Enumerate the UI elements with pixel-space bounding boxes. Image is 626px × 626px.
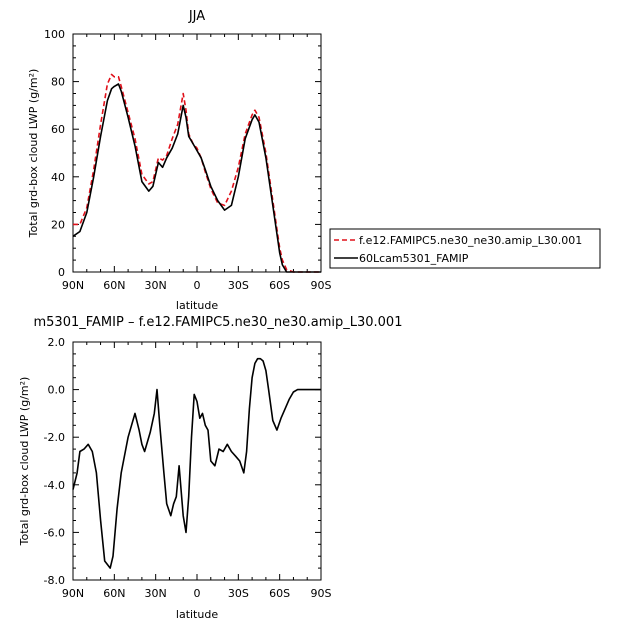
bottom-panel: m5301_FAMIP – f.e12.FAMIPC5.ne30_ne30.am…	[18, 315, 402, 621]
bottom-y-tick-label: 0.0	[48, 384, 66, 397]
top-chart-title: JJA	[188, 9, 205, 24]
top-y-tick-label: 60	[51, 123, 65, 136]
legend: f.e12.FAMIPC5.ne30_ne30.amip_L30.001 60L…	[329, 228, 601, 269]
bottom-x-tick-label: 0	[194, 587, 201, 600]
top-x-tick-label: 0	[194, 279, 201, 292]
top-y-tick-label: 40	[51, 171, 65, 184]
bottom-x-axis-label: latitude	[176, 608, 218, 621]
top-x-axis-label: latitude	[176, 299, 218, 312]
top-x-tick-label: 30N	[145, 279, 167, 292]
bottom-y-tick-label: -6.0	[44, 526, 65, 539]
bottom-x-tick-label: 30N	[145, 587, 167, 600]
bottom-x-tick-label: 60N	[103, 587, 125, 600]
bottom-chart-title: m5301_FAMIP – f.e12.FAMIPC5.ne30_ne30.am…	[34, 315, 403, 330]
top-x-tick-label: 90S	[311, 279, 332, 292]
bottom-y-tick-label: -8.0	[44, 574, 65, 587]
legend-label-series-2: 60Lcam5301_FAMIP	[359, 252, 469, 265]
bottom-x-tick-label: 90S	[311, 587, 332, 600]
top-panel: JJA Total grd-box cloud LWP (g/m²) latit…	[27, 9, 332, 312]
bottom-y-axis-label: Total grd-box cloud LWP (g/m²)	[18, 377, 31, 547]
top-y-tick-label: 100	[44, 28, 65, 41]
top-y-axis-label: Total grd-box cloud LWP (g/m²)	[27, 69, 40, 239]
top-y-tick-label: 80	[51, 76, 65, 89]
legend-label-series-1: f.e12.FAMIPC5.ne30_ne30.amip_L30.001	[359, 234, 582, 247]
bottom-y-tick-label: -2.0	[44, 431, 65, 444]
top-series-line-2	[72, 83, 321, 273]
top-x-tick-label: 90N	[62, 279, 84, 292]
bottom-x-tick-label: 30S	[228, 587, 249, 600]
top-x-tick-label: 60S	[269, 279, 290, 292]
top-series-line-1	[73, 73, 321, 273]
bottom-plot-frame	[72, 341, 322, 581]
bottom-series-line-1	[72, 357, 321, 569]
top-x-tick-label: 30S	[228, 279, 249, 292]
bottom-y-tick-label: 2.0	[48, 336, 66, 349]
top-y-tick-label: 20	[51, 218, 65, 231]
bottom-x-tick-label: 90N	[62, 587, 84, 600]
bottom-x-tick-label: 60S	[269, 587, 290, 600]
top-y-tick-label: 0	[58, 266, 65, 279]
bottom-y-tick-label: -4.0	[44, 479, 65, 492]
legend-box	[329, 228, 601, 269]
top-plot-frame	[72, 33, 322, 273]
top-x-tick-label: 60N	[103, 279, 125, 292]
